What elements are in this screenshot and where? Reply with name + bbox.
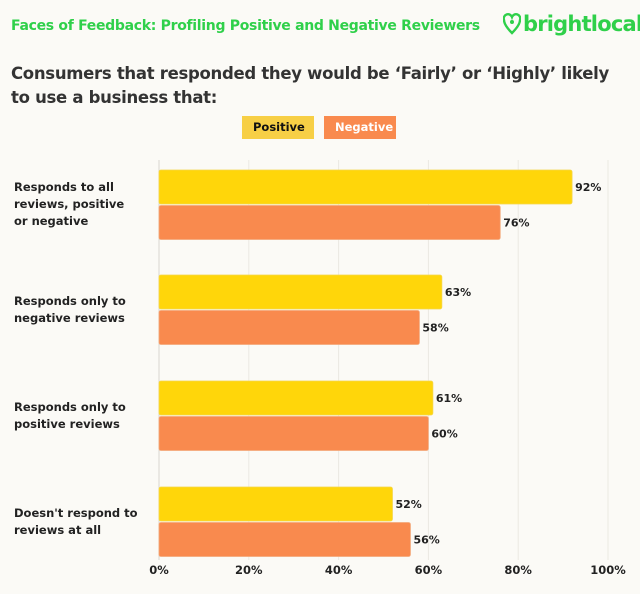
category-label-line: negative reviews — [14, 310, 125, 325]
category-label: Responds only to positive reviews — [14, 399, 126, 433]
x-tick-label: 100% — [590, 563, 626, 577]
x-tick-label: 60% — [415, 563, 443, 577]
value-label: 92% — [575, 181, 601, 194]
category-label-line: positive reviews — [14, 416, 120, 431]
legend-positive: Positive — [242, 116, 314, 139]
legend: Positive Negative — [242, 116, 396, 139]
x-tick-label: 0% — [149, 563, 169, 577]
bar-positive — [158, 380, 434, 416]
legend-negative: Negative — [324, 116, 396, 139]
bar-positive — [158, 486, 393, 522]
value-label: 76% — [503, 217, 529, 230]
value-label: 56% — [413, 534, 439, 547]
x-tick-label: 80% — [504, 563, 532, 577]
chart-title: Consumers that responded they would be ‘… — [11, 64, 609, 107]
bar-positive — [158, 274, 443, 310]
x-tick-label: 20% — [235, 563, 263, 577]
category-label: Doesn't respond to reviews at all — [14, 505, 138, 539]
map-pin-heart-icon — [503, 13, 521, 35]
x-tick-label: 40% — [325, 563, 353, 577]
category-label-line: Doesn't respond to — [14, 505, 138, 520]
bar-negative — [158, 310, 420, 345]
category-label-line: or negative — [14, 214, 89, 229]
category-label-line: Responds to all — [14, 180, 114, 195]
bar-negative — [158, 416, 429, 451]
value-label: 63% — [445, 286, 471, 299]
value-label: 60% — [431, 428, 457, 441]
category-label: Responds to all reviews, positive or negat… — [14, 179, 124, 230]
brightlocal-logo: brightlocal — [503, 12, 640, 36]
category-label-line: Responds only to — [14, 399, 126, 414]
category-label-line: Responds only to — [14, 293, 126, 308]
value-label: 52% — [395, 498, 421, 511]
value-label: 58% — [422, 322, 448, 335]
category-label: Responds only to negative reviews — [14, 293, 126, 327]
logo-text: brightlocal — [523, 12, 640, 36]
value-label: 61% — [436, 392, 462, 405]
bar-positive — [158, 169, 573, 205]
category-label-line: reviews, positive — [14, 197, 125, 212]
bar-negative — [158, 205, 501, 240]
bar-negative — [158, 522, 411, 557]
header-title: Faces of Feedback: Profiling Positive an… — [11, 18, 480, 34]
category-label-line: reviews at all — [14, 522, 102, 537]
